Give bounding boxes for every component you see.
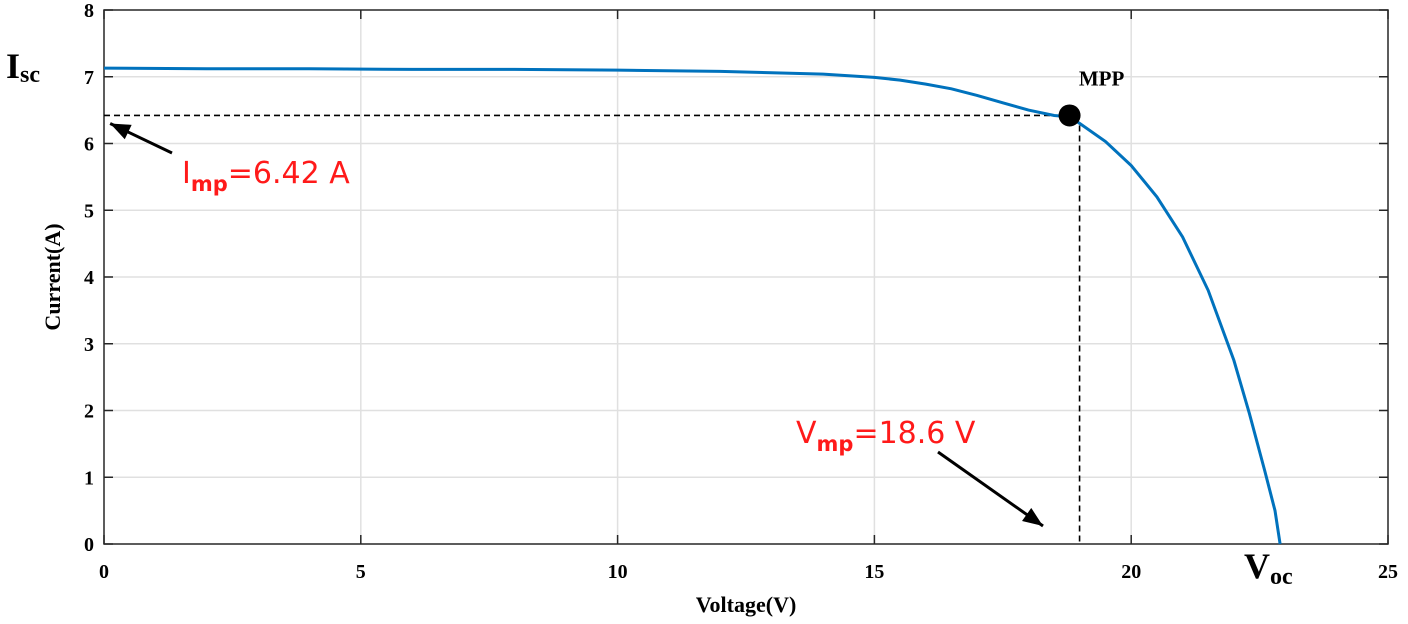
imp-annotation: Imp=6.42 A — [182, 156, 350, 196]
isc-label: Isc — [6, 46, 40, 88]
x-axis-label: Voltage(V) — [696, 592, 797, 617]
grid-lines — [104, 10, 1388, 544]
vmp-arrow-shaft — [937, 450, 1044, 528]
x-tick-label: 25 — [1378, 561, 1398, 583]
vmp-annotation: Vmp=18.6 V — [796, 416, 976, 456]
x-tick-label: 5 — [356, 561, 366, 583]
axes — [103, 9, 1389, 545]
imp-sub: mp — [191, 172, 228, 196]
imp-arrow-head — [110, 123, 132, 140]
iv-curve-line — [103, 66, 1282, 545]
voc-main: V — [1244, 546, 1270, 586]
x-tick-label: 0 — [99, 561, 109, 583]
annotation-arrows — [109, 122, 1044, 528]
y-tick-label: 4 — [84, 267, 94, 289]
x-tick-label: 10 — [608, 561, 628, 583]
tick-labels: 0 5 10 15 20 25 0 1 2 3 4 5 6 7 8 — [84, 0, 1398, 583]
y-axis-label: Current(A) — [40, 223, 65, 330]
x-tick-label: 15 — [864, 561, 884, 583]
imp-rest: =6.42 A — [228, 156, 350, 191]
mpp-guides — [104, 114, 1081, 544]
y-tick-label: 6 — [84, 134, 94, 156]
vmp-main: V — [796, 416, 817, 451]
voc-label: Voc — [1244, 546, 1293, 590]
y-tick-label: 8 — [84, 0, 94, 22]
mpp-marker — [1058, 104, 1081, 127]
y-tick-label: 1 — [84, 467, 94, 489]
voc-sub: oc — [1270, 564, 1293, 590]
vmp-arrow-head — [1022, 507, 1043, 526]
vmp-sub: mp — [817, 432, 854, 456]
y-tick-label: 0 — [84, 534, 94, 556]
y-tick-label: 2 — [84, 401, 94, 423]
isc-main: I — [6, 46, 20, 86]
y-tick-label: 7 — [84, 67, 94, 89]
isc-sub: sc — [20, 62, 40, 88]
mpp-label: MPP — [1079, 66, 1125, 90]
y-tick-label: 5 — [84, 200, 94, 222]
vmp-rest: =18.6 V — [853, 416, 975, 451]
imp-main: I — [182, 156, 191, 191]
plot-frame — [103, 9, 1389, 545]
y-tick-label: 3 — [84, 334, 94, 356]
x-tick-label: 20 — [1121, 561, 1141, 583]
